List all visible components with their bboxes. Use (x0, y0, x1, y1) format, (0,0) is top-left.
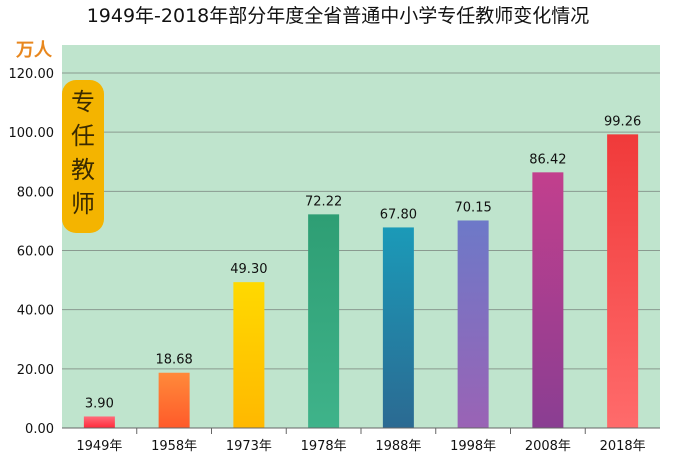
bar-2018年 (607, 134, 639, 428)
bar-1998年 (457, 220, 489, 428)
y-tick-label: 20.00 (17, 363, 54, 378)
x-tick-label: 1958年 (151, 439, 197, 454)
series-badge: 专任教师 (62, 80, 104, 233)
data-label: 67.80 (380, 207, 417, 222)
y-tick-label: 0.00 (25, 422, 54, 437)
data-label: 72.22 (305, 194, 342, 209)
x-tick-label: 1998年 (450, 439, 496, 454)
series-badge-text: 专任教师 (71, 88, 95, 218)
value-labels: 3.90 18.68 49.30 72.22 67.80 70.15 86.42 99.26 (85, 114, 641, 411)
x-tick-label: 1949年 (76, 439, 122, 454)
x-axis: 1949年 1958年 1973年 1978年 1988年 1998年 2008年 2018年 (62, 427, 660, 454)
data-label: 18.68 (156, 353, 193, 368)
bar-1988年 (382, 227, 414, 428)
y-tick-label: 60.00 (17, 245, 54, 260)
gridlines (62, 72, 660, 429)
y-axis: 0.00 20.00 40.00 60.00 80.00 100.00 120.00 (9, 67, 55, 437)
y-tick-label: 100.00 (9, 126, 55, 141)
bar-2008年 (532, 172, 564, 428)
data-label: 49.30 (230, 262, 267, 277)
y-tick-label: 120.00 (9, 67, 55, 82)
data-label: 86.42 (529, 152, 566, 167)
unit-label: 万人 (15, 40, 53, 61)
x-tick-label: 2018年 (600, 439, 646, 454)
x-tick-label: 1988年 (375, 439, 421, 454)
x-tick-label: 2008年 (525, 439, 571, 454)
bar-1978年 (308, 214, 340, 428)
y-tick-label: 40.00 (17, 304, 54, 319)
bar-1949年 (83, 416, 115, 428)
data-label: 3.90 (85, 396, 114, 411)
bar-1958年 (158, 372, 190, 428)
plot-area (62, 45, 660, 428)
y-tick-label: 80.00 (17, 185, 54, 200)
bar-1973年 (233, 282, 265, 428)
data-label: 70.15 (455, 200, 492, 215)
x-tick-label: 1973年 (226, 439, 272, 454)
plot-background (62, 45, 660, 428)
bars (83, 134, 639, 428)
x-tick-label: 1978年 (301, 439, 347, 454)
data-label: 99.26 (604, 114, 641, 129)
series-badge-background (62, 80, 104, 233)
chart-title: 1949年-2018年部分年度全省普通中小学专任教师变化情况 (87, 5, 590, 27)
